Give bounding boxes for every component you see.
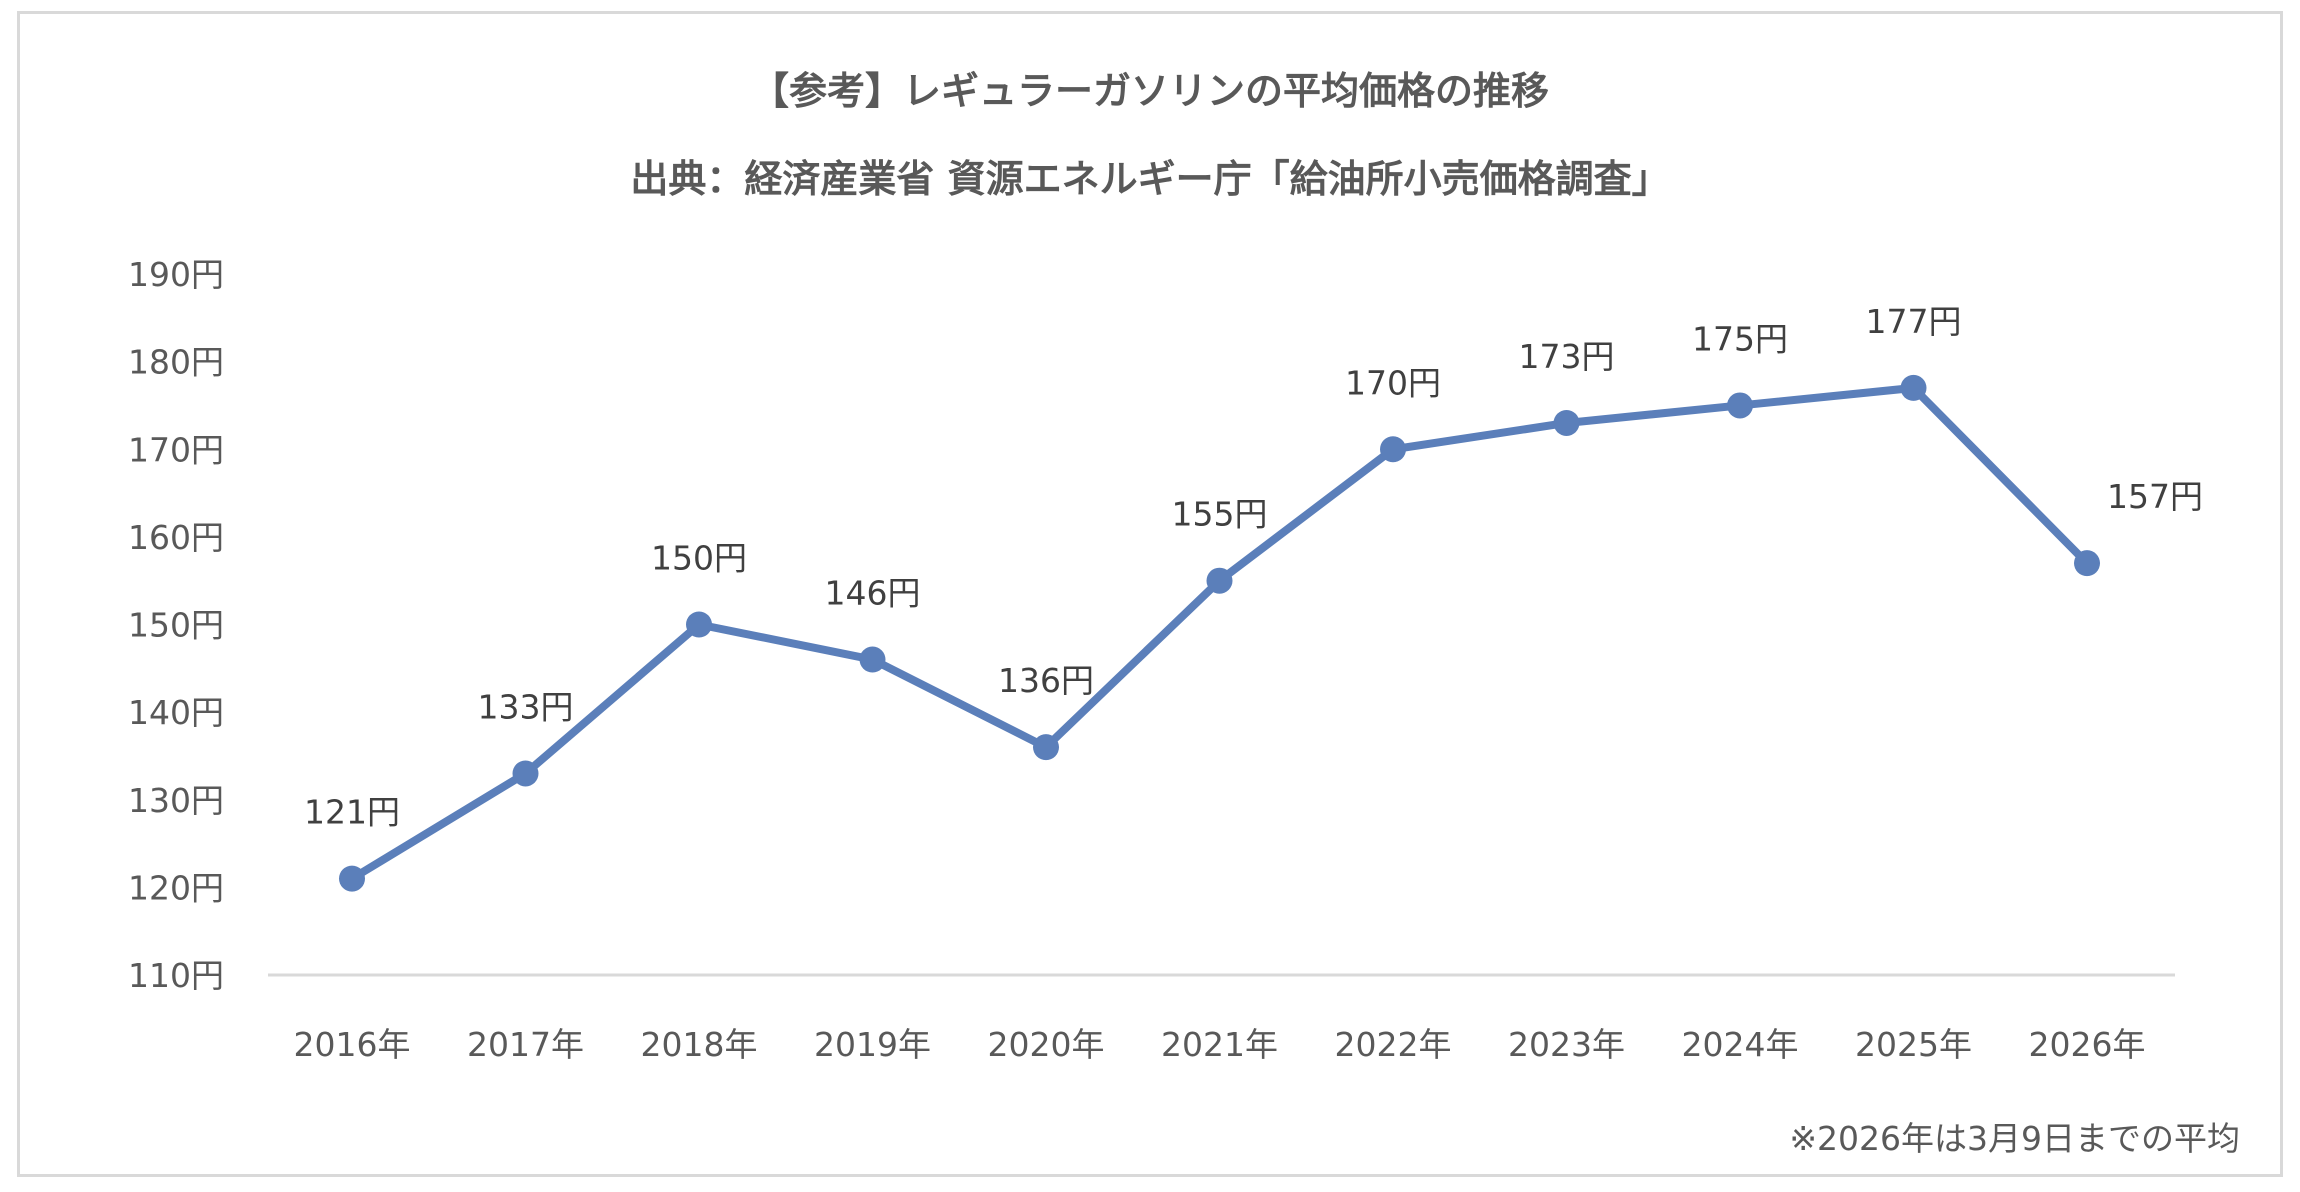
x-tick-label: 2016年 [294,1025,411,1064]
data-label: 177円 [1866,302,1962,341]
data-point [1033,734,1059,761]
series-line [349,383,2090,883]
x-tick-label: 2020年 [988,1025,1105,1064]
x-tick-label: 2017年 [467,1025,584,1064]
x-tick-label: 2025年 [1855,1025,1972,1064]
y-tick-label: 180円 [128,343,224,382]
x-tick-label: 2026年 [2029,1025,2146,1064]
data-label: 155円 [1172,495,1268,534]
y-tick-label: 160円 [128,518,224,557]
data-label: 136円 [998,661,1094,700]
data-point [1553,409,1580,436]
y-tick-label: 120円 [128,868,224,907]
data-label: 146円 [825,574,921,613]
data-point [512,760,539,787]
chart-title: 【参考】レギュラーガソリンの平均価格の推移 [750,69,1549,113]
x-tick-label: 2018年 [641,1025,758,1064]
data-label: 173円 [1519,337,1615,376]
footnote: ※2026年は3月9日までの平均 [1789,1119,2240,1158]
data-point [339,865,365,892]
x-tick-label: 2022年 [1335,1025,1452,1064]
data-label: 121円 [304,793,400,832]
data-point [859,646,886,673]
x-tick-label: 2023年 [1508,1025,1625,1064]
y-tick-label: 140円 [128,693,224,732]
data-point [2074,550,2100,577]
x-tick-label: 2019年 [814,1025,931,1064]
data-point [1380,436,1406,463]
y-tick-label: 150円 [128,606,224,645]
data-point [1206,567,1233,594]
y-tick-label: 130円 [128,781,224,820]
x-tick-label: 2024年 [1682,1025,1799,1064]
y-tick-label: 110円 [128,956,224,995]
data-point [1727,392,1753,419]
chart-frame [17,11,2283,1177]
data-point [1900,374,1927,401]
y-tick-label: 170円 [128,430,224,469]
data-label: 133円 [478,687,574,726]
data-label: 170円 [1345,363,1441,402]
y-tick-label: 190円 [128,255,224,294]
data-label: 157円 [2107,477,2203,516]
chart-subtitle: 出典：経済産業省 資源エネルギー庁「給油所小売価格調査」 [630,157,1670,201]
data-label: 175円 [1692,319,1788,358]
data-label: 150円 [651,539,747,578]
x-tick-label: 2021年 [1161,1025,1278,1064]
data-point [686,611,712,638]
